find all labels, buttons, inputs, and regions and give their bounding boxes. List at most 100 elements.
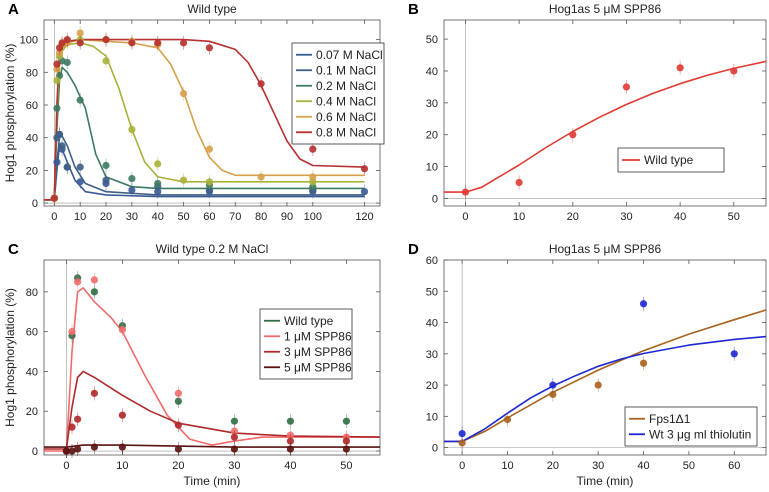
x-axis-label: Time (min): [184, 474, 241, 488]
data-point: [154, 39, 162, 47]
legend-entry: 0.1 M NaCl: [316, 63, 376, 77]
data-point: [53, 60, 61, 68]
y-axis-label: Hog1 phosphorylation (%): [3, 44, 17, 183]
data-point: [230, 445, 238, 453]
data-point: [63, 58, 71, 67]
data-point: [309, 145, 317, 153]
panel-c: 0 10 20 30 40 50 0 20 40 60 80 Wild type 0.2 M NaCl…: [3, 241, 381, 488]
panel-b: 0 10 20 30 40 50 0 10 20 30 40 50 Hog1as 5 μM SPP86 B…: [408, 1, 767, 223]
data-point: [179, 89, 188, 98]
data-point: [342, 437, 350, 445]
data-point: [62, 447, 70, 455]
panel-label: D: [408, 241, 419, 258]
data-point: [286, 445, 294, 453]
legend-box: [624, 406, 758, 447]
data-point: [76, 39, 84, 47]
data-point: [58, 39, 66, 47]
x-tick-label: 50: [340, 460, 352, 472]
data-point: [174, 421, 182, 429]
data-point: [102, 176, 110, 184]
y-tick-label: 80: [26, 287, 38, 299]
x-tick-label: 10: [74, 211, 86, 223]
data-point: [594, 381, 602, 389]
data-point: [53, 76, 61, 85]
y-tick-label: 100: [20, 35, 38, 47]
series-line: [44, 444, 380, 448]
y-tick-label: 0: [32, 446, 38, 458]
data-point: [102, 57, 110, 65]
x-tick-label: 50: [177, 211, 189, 223]
data-point: [174, 445, 182, 453]
data-point: [128, 125, 136, 134]
data-point: [360, 188, 369, 196]
x-tick-label: 40: [637, 460, 649, 472]
legend-entry: Fps1Δ1: [649, 412, 691, 426]
legend-entry: Wild type: [284, 314, 334, 328]
data-point: [118, 443, 126, 451]
chart-title: Hog1as 5 μM SPP86: [549, 242, 662, 256]
y-tick-label: 40: [426, 66, 438, 78]
series-line: [44, 135, 365, 201]
y-tick-label: 20: [26, 165, 38, 177]
panel-label: C: [8, 241, 19, 258]
data-point: [458, 439, 466, 447]
x-tick-label: 50: [728, 211, 740, 223]
data-point: [74, 415, 82, 423]
legend-entry: 0.8 M NaCl: [316, 125, 376, 139]
data-point: [90, 288, 98, 296]
data-point: [118, 411, 126, 419]
x-tick-label: 60: [728, 460, 740, 472]
data-point: [76, 29, 84, 37]
data-point: [63, 36, 71, 44]
y-tick-label: 20: [26, 406, 38, 418]
y-tick-label: 0: [32, 198, 38, 210]
legend-entry: 5 μM SPP86: [284, 360, 352, 374]
x-tick-label: 90: [281, 211, 293, 223]
data-point: [179, 39, 188, 47]
y-tick-label: 60: [26, 100, 38, 112]
data-point: [74, 445, 82, 453]
legend-entry: 0.4 M NaCl: [316, 94, 376, 108]
data-point: [676, 64, 684, 72]
x-tick-label: 0: [51, 211, 57, 223]
data-point: [68, 423, 76, 431]
data-point: [257, 173, 265, 181]
y-tick-label: 60: [26, 327, 38, 339]
data-point: [503, 415, 512, 424]
data-point: [174, 389, 182, 397]
y-tick-label: 40: [26, 366, 38, 378]
data-point: [360, 165, 369, 173]
data-point: [230, 417, 238, 425]
legend-entry: 0.6 M NaCl: [316, 110, 376, 124]
series-line: [444, 335, 767, 443]
data-point: [102, 36, 110, 44]
y-tick-label: 40: [426, 318, 438, 330]
y-tick-label: 30: [426, 349, 438, 361]
data-point: [205, 145, 214, 153]
data-point: [53, 158, 61, 166]
x-tick-label: 50: [683, 460, 695, 472]
data-point: [90, 389, 98, 397]
chart-title: Wild type: [187, 2, 237, 16]
data-point: [342, 445, 350, 453]
data-point: [53, 104, 61, 112]
y-tick-label: 50: [426, 34, 438, 46]
series-line: [444, 60, 767, 193]
series-line: [444, 309, 767, 443]
data-point: [76, 163, 84, 171]
y-tick-label: 60: [426, 255, 438, 267]
data-point: [639, 359, 648, 367]
data-point: [50, 194, 58, 202]
x-tick-label: 0: [63, 460, 69, 472]
y-tick-label: 20: [426, 380, 438, 392]
data-point: [118, 326, 126, 334]
panel-label: B: [408, 1, 419, 18]
y-tick-label: 80: [26, 67, 38, 79]
y-tick-label: 40: [26, 133, 38, 145]
data-point: [309, 173, 317, 181]
legend-entry: 1 μM SPP86: [284, 329, 352, 343]
data-point: [154, 160, 162, 168]
data-point: [90, 276, 98, 284]
data-point: [458, 429, 466, 438]
x-tick-label: 20: [547, 460, 559, 472]
